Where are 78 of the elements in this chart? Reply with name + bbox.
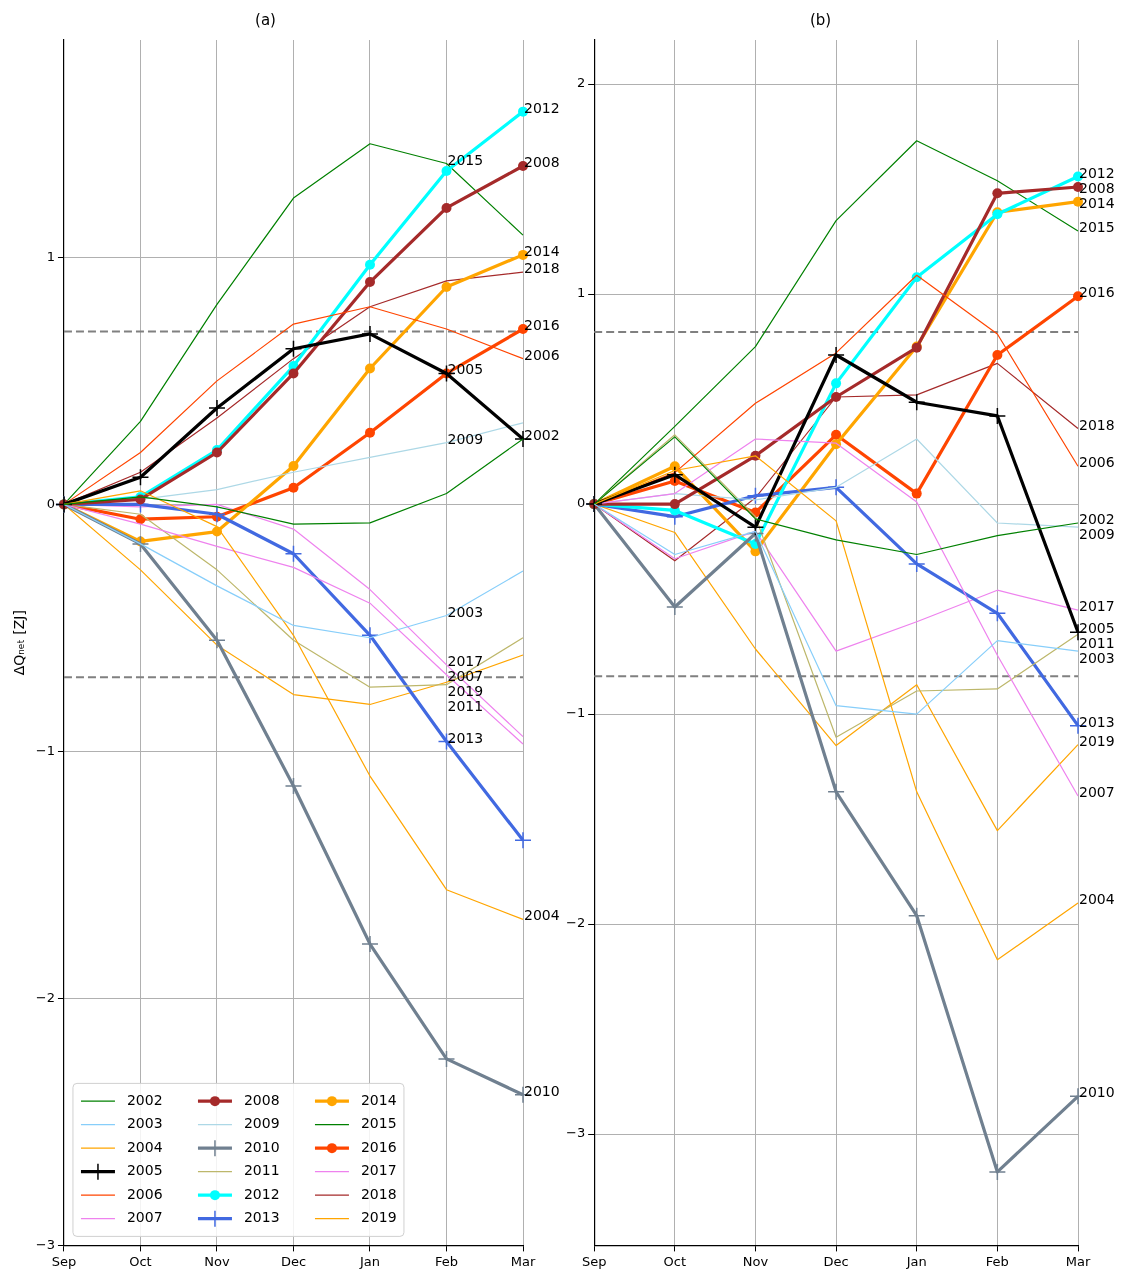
y-tick-label: 0 [576,495,586,511]
chart-title: (a) [255,10,276,29]
y-tick-label: 2 [576,75,586,91]
x-tick-label: Dec [280,1253,307,1269]
series-label: 2018 [1079,416,1115,433]
annotation: 2018 [524,260,560,277]
y-tick-label: 1 [46,248,55,264]
legend-label: 2019 [360,1209,397,1226]
legend-label: 2007 [126,1209,163,1226]
annotation: 2014 [524,242,560,259]
x-tick-label: Nov [742,1253,769,1269]
x-tick-label: Sep [581,1253,607,1269]
x-tick-label: Jan [358,1253,381,1269]
x-tick-label: Jan [905,1253,927,1269]
annotation: 2019 [447,682,484,699]
legend-label: 2009 [243,1115,280,1132]
legend-label: 2016 [360,1138,397,1155]
legend-label: 2013 [243,1209,280,1226]
series-label: 2013 [1079,713,1115,730]
series-label: 2009 [1079,526,1115,542]
y-tick-label: −3 [35,1236,55,1252]
y-tick-label: 1 [576,285,586,301]
legend-label: 2005 [126,1162,163,1179]
series-label: 2016 [1079,284,1115,301]
annotation: 2003 [447,603,484,620]
y-tick-label: −2 [565,915,586,931]
x-tick-label: Dec [823,1253,849,1269]
annotation: 2016 [524,316,560,333]
x-tick-label: Feb [985,1253,1009,1269]
legend-label: 2006 [126,1185,163,1202]
series-label: 2006 [1079,454,1115,471]
legend-label: 2002 [126,1091,163,1108]
y-tick-label: −3 [565,1125,586,1141]
series-label: 2004 [1079,891,1115,908]
legend-label: 2015 [360,1115,397,1132]
y-tick-label: −1 [565,705,586,721]
series-label: 2015 [1079,219,1115,236]
x-tick-label: Nov [204,1253,230,1269]
x-tick-label: Mar [1065,1253,1091,1269]
annotation: 2009 [447,430,484,447]
legend-label: 2003 [126,1115,163,1132]
series-label: 2014 [1079,194,1115,211]
legend-label: 2004 [126,1138,163,1155]
y-tick-label: −1 [35,742,55,758]
legend-label: 2014 [360,1091,397,1108]
legend-label: 2010 [243,1138,280,1155]
series-label: 2010 [1079,1084,1115,1101]
legend-label: 2017 [360,1162,397,1179]
legend-label: 2018 [360,1185,397,1202]
legend-label: 2011 [243,1162,280,1179]
x-tick-label: Mar [510,1253,536,1269]
chart-title: (b) [809,10,832,29]
y-tick-label: −2 [35,989,55,1005]
series-label: 2007 [1079,784,1115,800]
legend-label: 2008 [243,1091,280,1108]
series-label: 2017 [1079,598,1115,615]
legend-label: 2012 [243,1185,280,1202]
annotation: 2004 [524,907,560,924]
annotation: 2006 [524,346,560,363]
annotation: 2010 [524,1082,560,1099]
x-tick-label: Oct [129,1253,152,1269]
y-tick-label: 0 [46,495,55,511]
annotation: 2017 [447,652,484,669]
series-label: 2019 [1079,732,1115,749]
y-axis-title: ΔQₙₑₜ [ZJ] [11,610,28,676]
annotation: 2011 [447,697,484,714]
series-label: 2011 [1079,635,1115,652]
annotation: 2012 [524,99,560,116]
series-label: 2008 [1079,179,1115,196]
x-tick-label: Oct [663,1253,687,1269]
annotation: 2002 [524,426,560,443]
series-label: 2003 [1079,650,1115,667]
annotation: 2013 [447,729,484,746]
x-tick-label: Feb [434,1253,459,1269]
annotation: 2008 [524,153,560,170]
series-label: 2002 [1079,511,1115,527]
x-tick-label: Sep [51,1253,77,1269]
series-label: 2012 [1079,164,1115,181]
